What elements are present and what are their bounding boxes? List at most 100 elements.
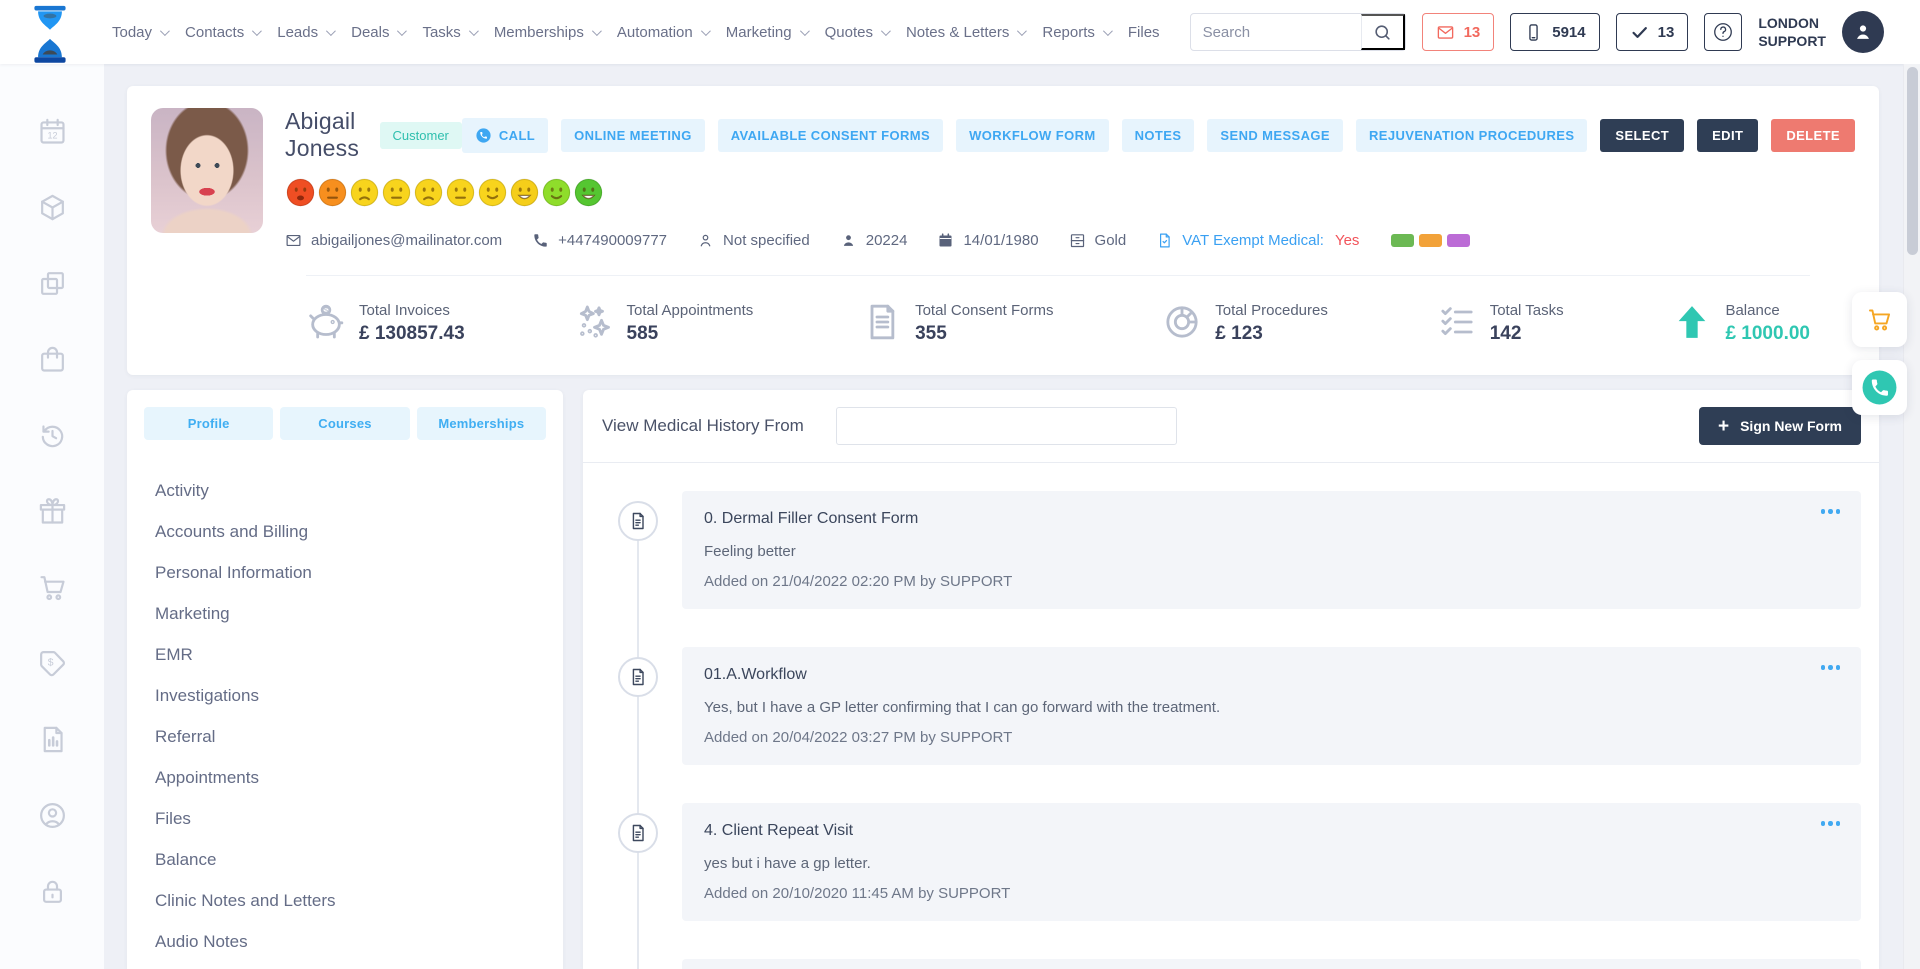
- arrow-up-icon: [1672, 302, 1712, 342]
- sidebar-copy-icon[interactable]: [37, 268, 68, 299]
- nav-item-automation[interactable]: Automation: [617, 24, 711, 41]
- mood-face-5[interactable]: [413, 177, 444, 208]
- menu-item-investigations[interactable]: Investigations: [155, 686, 259, 705]
- sign-new-form-button[interactable]: + Sign New Form: [1698, 407, 1861, 445]
- entry-card: 01.A.Workflow Yes, but I have a GP letter…: [682, 647, 1861, 765]
- nav-item-reports[interactable]: Reports: [1042, 23, 1113, 41]
- nav-item-label: Reports: [1042, 23, 1095, 41]
- tab-memberships[interactable]: Memberships: [416, 407, 546, 440]
- stat-value: 585: [626, 323, 659, 344]
- user-avatar-button[interactable]: [1842, 11, 1884, 53]
- email-icon: [285, 232, 302, 249]
- nav-item-contacts[interactable]: Contacts: [185, 24, 263, 41]
- menu-item-personal-information[interactable]: Personal Information: [155, 563, 312, 582]
- mood-face-9[interactable]: [541, 177, 572, 208]
- detail-vat-exempt-medical[interactable]: VAT Exempt Medical: Yes: [1156, 232, 1359, 249]
- floating-cart-button[interactable]: [1852, 292, 1907, 347]
- detail-drawer: Gold: [1069, 232, 1126, 249]
- sidebar-report-icon[interactable]: [37, 724, 68, 755]
- action-workflow-form-button[interactable]: WORKFLOW FORM: [956, 118, 1109, 152]
- mood-face-2[interactable]: [317, 177, 348, 208]
- nav-item-notes-letters[interactable]: Notes & Letters: [906, 24, 1028, 41]
- action-edit-button[interactable]: EDIT: [1697, 118, 1759, 152]
- nav-item-today[interactable]: Today: [112, 24, 170, 41]
- nav-item-quotes[interactable]: Quotes: [825, 24, 891, 41]
- nav-item-deals[interactable]: Deals: [351, 24, 408, 41]
- menu-item-drinks[interactable]: Drinks: [127, 962, 563, 969]
- menu-item-activity[interactable]: Activity: [155, 481, 209, 500]
- sidebar-price-tag-icon[interactable]: $: [37, 648, 68, 679]
- menu-item-audio-notes[interactable]: Audio Notes: [155, 932, 248, 951]
- mood-face-7[interactable]: [477, 177, 508, 208]
- entry-card: 4. Client Repeat Visit yes but i have a g…: [682, 803, 1861, 921]
- menu-item-appointments[interactable]: Appointments: [155, 768, 259, 787]
- menu-item-balance[interactable]: Balance: [155, 850, 217, 869]
- client-tag[interactable]: [1391, 234, 1415, 247]
- sidebar-package-icon[interactable]: [37, 192, 68, 223]
- tab-profile[interactable]: Profile: [144, 407, 274, 440]
- chevron-down-icon: [591, 25, 602, 36]
- calls-counter-button[interactable]: 5914: [1510, 13, 1600, 51]
- sidebar-history-icon[interactable]: [37, 420, 68, 451]
- action-delete-button[interactable]: DELETE: [1771, 118, 1855, 152]
- action-available-consent-forms-button[interactable]: AVAILABLE CONSENT FORMS: [717, 118, 944, 152]
- entry-options-button[interactable]: [1817, 661, 1845, 674]
- medical-history-date-input[interactable]: [835, 407, 1177, 445]
- detail-value: 20224: [865, 232, 908, 249]
- mood-face-10[interactable]: [573, 177, 604, 208]
- menu-item-referral[interactable]: Referral: [155, 727, 216, 746]
- plus-icon: +: [1717, 415, 1730, 437]
- mood-face-4[interactable]: [381, 177, 412, 208]
- scrollbar-thumb[interactable]: [1906, 67, 1918, 255]
- floating-phone-circle-button[interactable]: [1852, 360, 1907, 415]
- menu-item-clinic-notes-and-letters[interactable]: Clinic Notes and Letters: [155, 891, 336, 910]
- nav-item-files[interactable]: Files: [1128, 24, 1160, 41]
- entry-note: yes but i have a gp letter.: [704, 855, 871, 872]
- action-send-message-button[interactable]: SEND MESSAGE: [1207, 118, 1343, 152]
- mood-face-6[interactable]: [445, 177, 476, 208]
- chevron-down-icon: [1102, 25, 1113, 36]
- menu-item-marketing[interactable]: Marketing: [155, 604, 230, 623]
- action-online-meeting-button[interactable]: ONLINE MEETING: [561, 118, 705, 152]
- entry-options-button[interactable]: [1817, 505, 1845, 518]
- dot: [1828, 821, 1833, 826]
- sidebar-lock-icon[interactable]: [37, 876, 68, 907]
- search-icon[interactable]: [1360, 14, 1405, 50]
- sidebar-user-circle-icon[interactable]: [37, 800, 68, 831]
- check-icon: [1630, 23, 1649, 42]
- client-tag[interactable]: [1419, 234, 1443, 247]
- sidebar-shopping-bag-icon[interactable]: [37, 344, 68, 375]
- action-rejuvenation-procedures-button[interactable]: REJUVENATION PROCEDURES: [1355, 118, 1588, 152]
- menu-item-emr[interactable]: EMR: [155, 645, 193, 664]
- action-select-button[interactable]: SELECT: [1600, 118, 1685, 152]
- mood-face-8[interactable]: [509, 177, 540, 208]
- mood-face-3[interactable]: [349, 177, 380, 208]
- help-button[interactable]: [1704, 13, 1743, 51]
- tab-courses[interactable]: Courses: [280, 407, 410, 440]
- client-type-badge: Customer: [379, 121, 462, 149]
- sidebar-cart-icon[interactable]: [37, 572, 68, 603]
- profile-photo[interactable]: [151, 108, 263, 233]
- tasks-counter-button[interactable]: 13: [1615, 13, 1689, 51]
- entry-options-button[interactable]: [1817, 817, 1845, 830]
- nav-item-marketing[interactable]: Marketing: [726, 24, 810, 41]
- sidebar-gift-icon[interactable]: [37, 496, 68, 527]
- app-logo[interactable]: [28, 5, 72, 65]
- action-notes-button[interactable]: NOTES: [1121, 118, 1195, 152]
- nav-item-leads[interactable]: Leads: [277, 24, 336, 41]
- nav-item-memberships[interactable]: Memberships: [494, 24, 602, 41]
- search-input[interactable]: [1190, 23, 1361, 41]
- nav-item-tasks[interactable]: Tasks: [422, 24, 479, 41]
- client-tag[interactable]: [1447, 234, 1471, 247]
- page-scrollbar[interactable]: [1903, 64, 1920, 969]
- form-icon: [618, 813, 658, 853]
- messages-counter-button[interactable]: 13: [1421, 13, 1495, 51]
- menu-item-accounts-and-billing[interactable]: Accounts and Billing: [155, 522, 309, 541]
- stat-label: Total Procedures: [1215, 302, 1328, 319]
- menu-item-files[interactable]: Files: [155, 809, 191, 828]
- action-label: ONLINE MEETING: [574, 127, 692, 143]
- sidebar-calendar-icon[interactable]: 12: [37, 116, 68, 147]
- mood-face-1[interactable]: [285, 177, 316, 208]
- form-icon: [618, 657, 658, 697]
- action-call-button[interactable]: CALL: [461, 117, 549, 153]
